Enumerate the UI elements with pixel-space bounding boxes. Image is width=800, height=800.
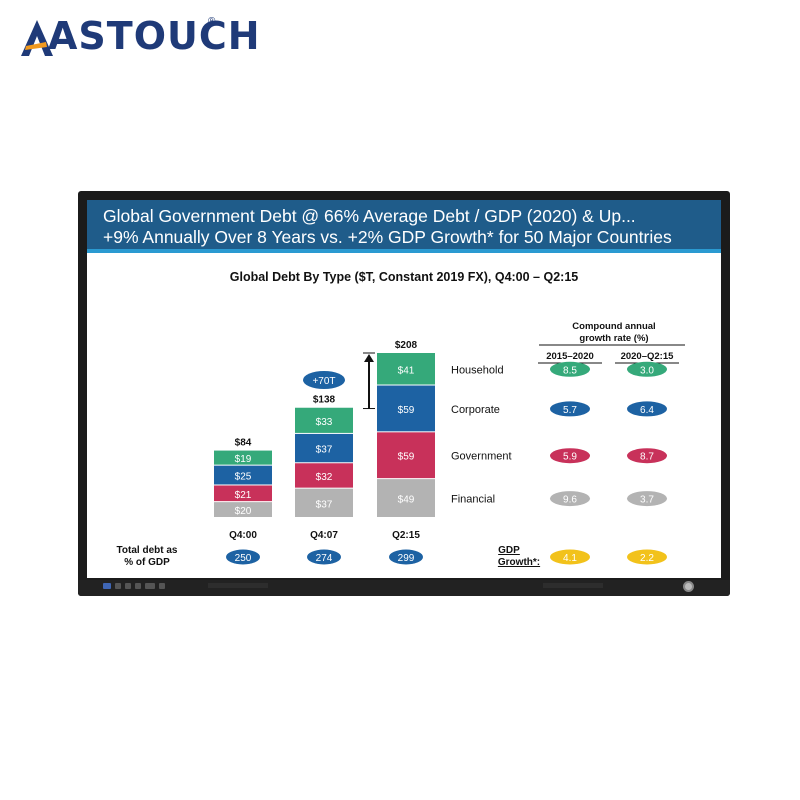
gdp-growth-label: Growth*: — [498, 557, 540, 568]
gdp-growth-oval — [627, 549, 667, 565]
registered-mark: ® — [208, 16, 216, 27]
bar-value-label: $25 — [235, 472, 252, 483]
port-icon — [115, 583, 121, 589]
debt-pct-oval — [226, 549, 260, 565]
cagr-oval-financial — [550, 491, 590, 507]
slide-title-bar: Global Government Debt @ 66% Average Deb… — [87, 200, 721, 253]
series-label-corporate: Corporate — [451, 404, 500, 416]
slide-title-line-1: Global Government Debt @ 66% Average Deb… — [103, 206, 636, 226]
cagr-oval-household — [627, 361, 667, 377]
port-icon — [135, 583, 141, 589]
cagr-header: growth rate (%) — [579, 333, 648, 344]
bar-financial-1 — [295, 488, 353, 517]
port-icon — [125, 583, 131, 589]
x-tick-label: Q4:00 — [229, 530, 257, 541]
slide-title-line-2: +9% Annually Over 8 Years vs. +2% GDP Gr… — [103, 227, 672, 247]
bar-value-label: $19 — [235, 454, 252, 465]
cagr-oval-corporate — [627, 401, 667, 417]
bar-household-2 — [377, 353, 435, 385]
bar-total-label: $138 — [313, 395, 336, 406]
usb-port-icon — [103, 583, 111, 589]
bar-government-2 — [377, 432, 435, 479]
bar-financial-0 — [214, 502, 272, 517]
hdmi-port-icon — [145, 583, 155, 589]
debt-chart: $20 $21 $25 $19 $84 Q4:00 250 $37 $32 $37 $33 $138 Q… — [117, 321, 685, 568]
slide-screen: Global Government Debt @ 66% Average Deb… — [87, 200, 721, 578]
bar-total-label: $84 — [235, 438, 252, 449]
power-button-icon[interactable] — [683, 581, 694, 592]
bar-value-label: $33 — [316, 417, 333, 428]
cagr-header: Compound annual — [572, 321, 655, 332]
bar-corporate-0 — [214, 465, 272, 485]
monitor-bottom-bezel — [78, 580, 730, 596]
arrow-head-icon — [364, 354, 374, 362]
cagr-oval-government — [627, 448, 667, 464]
bar-value-label: $59 — [398, 452, 415, 463]
cagr-value: 8.7 — [640, 452, 654, 463]
bar-value-label: $41 — [398, 365, 415, 376]
cagr-oval-government — [550, 448, 590, 464]
debt-pct-value: 250 — [235, 553, 252, 564]
x-tick-label: Q2:15 — [392, 530, 420, 541]
logo-a-mark — [21, 20, 53, 56]
gdp-growth-value: 2.2 — [640, 553, 654, 564]
increase-oval — [303, 371, 345, 389]
series-label-government: Government — [451, 451, 512, 463]
debt-pct-value: 274 — [316, 553, 333, 564]
bar-value-label: $59 — [398, 405, 415, 416]
bar-value-label: $37 — [316, 445, 333, 456]
front-ports — [103, 583, 183, 591]
debt-pct-oval — [307, 549, 341, 565]
bar-government-1 — [295, 463, 353, 488]
debt-pct-oval — [389, 549, 423, 565]
bar-value-label: $37 — [316, 499, 333, 510]
cagr-value: 8.5 — [563, 365, 577, 376]
x-tick-label: Q4:07 — [310, 530, 338, 541]
series-label-financial: Financial — [451, 494, 495, 506]
port-icon — [159, 583, 165, 589]
cagr-column-header: 2020–Q2:15 — [621, 351, 675, 362]
total-debt-label: % of GDP — [124, 557, 170, 568]
speaker-grill — [543, 583, 603, 588]
series-label-household: Household — [451, 364, 504, 376]
gdp-growth-label: GDP — [498, 545, 520, 556]
cagr-column-header: 2015–2020 — [546, 351, 594, 362]
bar-corporate-1 — [295, 433, 353, 463]
gdp-growth-oval — [550, 549, 590, 565]
bar-financial-2 — [377, 479, 435, 517]
cagr-value: 9.6 — [563, 495, 577, 506]
bar-household-0 — [214, 450, 272, 465]
display-monitor: Global Government Debt @ 66% Average Deb… — [78, 191, 730, 596]
bar-value-label: $49 — [398, 495, 415, 506]
speaker-grill — [208, 583, 268, 588]
cagr-oval-household — [550, 361, 590, 377]
bar-government-0 — [214, 485, 272, 502]
cagr-oval-financial — [627, 491, 667, 507]
cagr-value: 5.7 — [563, 405, 577, 416]
cagr-value: 3.0 — [640, 365, 654, 376]
cagr-oval-corporate — [550, 401, 590, 417]
bar-total-label: $208 — [395, 340, 418, 351]
gdp-growth-value: 4.1 — [563, 553, 577, 564]
bar-value-label: $20 — [235, 506, 252, 517]
bar-corporate-2 — [377, 385, 435, 432]
bar-value-label: $21 — [235, 490, 252, 501]
bar-household-1 — [295, 407, 353, 433]
cagr-value: 5.9 — [563, 452, 577, 463]
chart-title: Global Debt By Type ($T, Constant 2019 F… — [229, 270, 579, 284]
total-debt-label: Total debt as — [117, 545, 178, 556]
cagr-value: 3.7 — [640, 495, 654, 506]
cagr-value: 6.4 — [640, 405, 654, 416]
debt-pct-value: 299 — [398, 553, 415, 564]
bar-value-label: $32 — [316, 472, 333, 483]
increase-label: +70T — [312, 376, 335, 387]
brand-name: ASTOUCH — [48, 14, 261, 58]
